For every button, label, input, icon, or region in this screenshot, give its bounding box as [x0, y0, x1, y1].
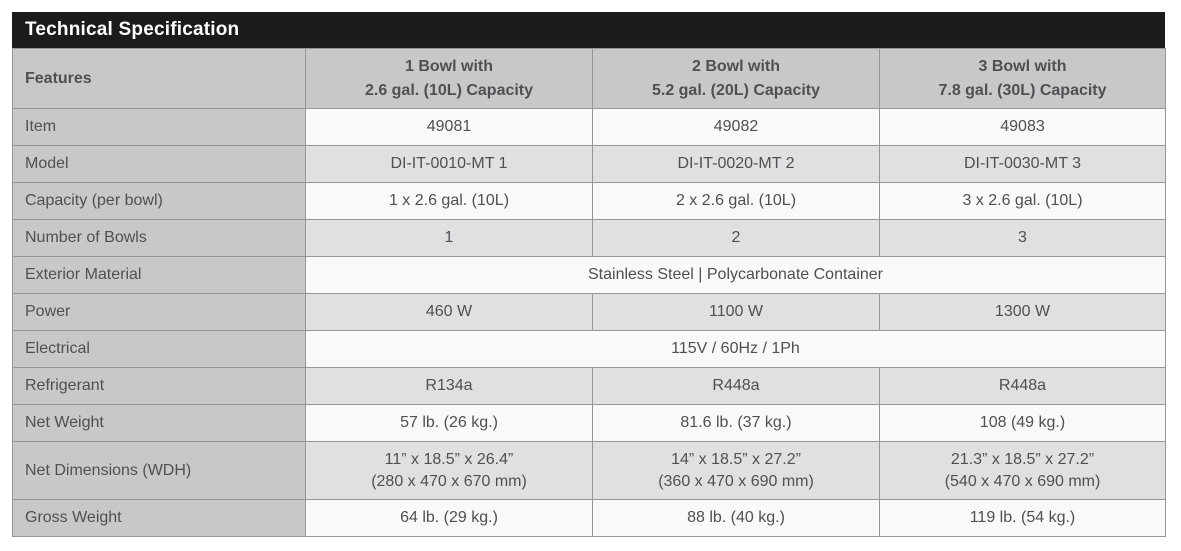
row-label-electrical: Electrical [12, 330, 306, 368]
column-header-line1: 1 Bowl with [405, 58, 493, 76]
cell-refrigerant-3: R448a [879, 367, 1166, 405]
row-label-power: Power [12, 293, 306, 331]
cell-item-3: 49083 [879, 108, 1166, 146]
cell-refrigerant-2: R448a [592, 367, 880, 405]
header-row: Features 1 Bowl with 2.6 gal. (10L) Capa… [12, 48, 1166, 109]
column-header-line2: 7.8 gal. (30L) Capacity [938, 81, 1107, 99]
cell-electrical-span: 115V / 60Hz / 1Ph [305, 330, 1166, 368]
cell-bowls-3: 3 [879, 219, 1166, 257]
cell-model-3: DI-IT-0030-MT 3 [879, 145, 1166, 183]
cell-net-dimensions-2: 14” x 18.5” x 27.2” (360 x 470 x 690 mm) [592, 441, 880, 500]
cell-capacity-1: 1 x 2.6 gal. (10L) [305, 182, 593, 220]
table-title: Technical Specification [25, 19, 240, 40]
table-row-item: Item 49081 49082 49083 [12, 108, 1166, 146]
row-label-net-dimensions: Net Dimensions (WDH) [12, 441, 306, 500]
row-label-item: Item [12, 108, 306, 146]
table-row-power: Power 460 W 1100 W 1300 W [12, 293, 1166, 331]
cell-net-dimensions-3: 21.3” x 18.5” x 27.2” (540 x 470 x 690 m… [879, 441, 1166, 500]
cell-item-1: 49081 [305, 108, 593, 146]
cell-refrigerant-1: R134a [305, 367, 593, 405]
cell-item-2: 49082 [592, 108, 880, 146]
cell-capacity-2: 2 x 2.6 gal. (10L) [592, 182, 880, 220]
table-row-refrigerant: Refrigerant R134a R448a R448a [12, 367, 1166, 405]
row-label-exterior-material: Exterior Material [12, 256, 306, 294]
cell-bowls-1: 1 [305, 219, 593, 257]
row-label-refrigerant: Refrigerant [12, 367, 306, 405]
column-header-2-bowl: 2 Bowl with 5.2 gal. (20L) Capacity [592, 48, 880, 109]
cell-power-1: 460 W [305, 293, 593, 331]
table-row-capacity: Capacity (per bowl) 1 x 2.6 gal. (10L) 2… [12, 182, 1166, 220]
table-row-electrical: Electrical 115V / 60Hz / 1Ph [12, 330, 1166, 368]
spec-table: Features 1 Bowl with 2.6 gal. (10L) Capa… [12, 48, 1166, 537]
cell-gross-weight-1: 64 lb. (29 kg.) [305, 499, 593, 537]
table-row-net-weight: Net Weight 57 lb. (26 kg.) 81.6 lb. (37 … [12, 404, 1166, 442]
table-row-gross-weight: Gross Weight 64 lb. (29 kg.) 88 lb. (40 … [12, 499, 1166, 537]
cell-gross-weight-3: 119 lb. (54 kg.) [879, 499, 1166, 537]
column-header-1-bowl: 1 Bowl with 2.6 gal. (10L) Capacity [305, 48, 593, 109]
table-row-net-dimensions: Net Dimensions (WDH) 11” x 18.5” x 26.4”… [12, 441, 1166, 500]
cell-power-3: 1300 W [879, 293, 1166, 331]
table-row-model: Model DI-IT-0010-MT 1 DI-IT-0020-MT 2 DI… [12, 145, 1166, 183]
cell-model-1: DI-IT-0010-MT 1 [305, 145, 593, 183]
cell-net-weight-2: 81.6 lb. (37 kg.) [592, 404, 880, 442]
features-column-header: Features [12, 48, 306, 109]
cell-bowls-2: 2 [592, 219, 880, 257]
cell-net-weight-1: 57 lb. (26 kg.) [305, 404, 593, 442]
table-row-exterior-material: Exterior Material Stainless Steel | Poly… [12, 256, 1166, 294]
technical-specification-section: Technical Specification Features 1 Bowl … [12, 12, 1166, 537]
row-label-gross-weight: Gross Weight [12, 499, 306, 537]
cell-exterior-material-span: Stainless Steel | Polycarbonate Containe… [305, 256, 1166, 294]
column-header-line2: 2.6 gal. (10L) Capacity [364, 81, 534, 99]
cell-net-dimensions-1: 11” x 18.5” x 26.4” (280 x 470 x 670 mm) [305, 441, 593, 500]
column-header-line1: 2 Bowl with [692, 58, 780, 76]
cell-model-2: DI-IT-0020-MT 2 [592, 145, 880, 183]
column-header-3-bowl: 3 Bowl with 7.8 gal. (30L) Capacity [879, 48, 1166, 109]
cell-net-weight-3: 108 (49 kg.) [879, 404, 1166, 442]
column-header-line2: 5.2 gal. (20L) Capacity [651, 81, 821, 99]
row-label-net-weight: Net Weight [12, 404, 306, 442]
row-label-capacity: Capacity (per bowl) [12, 182, 306, 220]
cell-gross-weight-2: 88 lb. (40 kg.) [592, 499, 880, 537]
column-header-line1: 3 Bowl with [978, 58, 1067, 76]
table-title-bar: Technical Specification [12, 12, 1165, 48]
cell-capacity-3: 3 x 2.6 gal. (10L) [879, 182, 1166, 220]
cell-power-2: 1100 W [592, 293, 880, 331]
row-label-number-of-bowls: Number of Bowls [12, 219, 306, 257]
row-label-model: Model [12, 145, 306, 183]
table-row-number-of-bowls: Number of Bowls 1 2 3 [12, 219, 1166, 257]
